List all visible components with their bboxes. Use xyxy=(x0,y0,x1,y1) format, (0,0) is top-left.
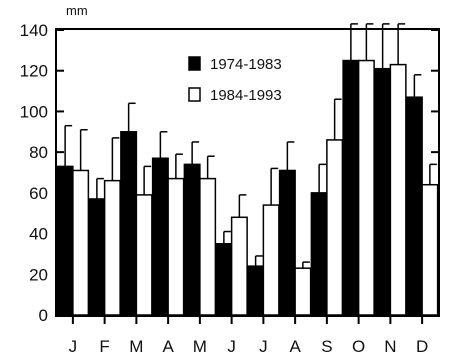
bar-series-1 xyxy=(247,265,265,316)
bar-series-1 xyxy=(151,157,169,316)
x-tick-label: D xyxy=(416,337,428,356)
y-tick-label: 60 xyxy=(29,184,48,203)
bar-series-1 xyxy=(183,163,201,316)
y-tick-label: 40 xyxy=(29,225,48,244)
y-tick-label: 0 xyxy=(39,306,48,325)
legend-label: 1984-1993 xyxy=(210,87,282,104)
bar-series-1 xyxy=(56,165,74,316)
x-tick-label: M xyxy=(129,337,143,356)
x-tick-label: A xyxy=(289,337,301,356)
x-tick-label: N xyxy=(384,337,396,356)
legend-swatch xyxy=(188,87,201,102)
y-tick-label: 100 xyxy=(20,102,48,121)
bar-series-2 xyxy=(167,177,185,316)
plot-frame xyxy=(55,28,440,317)
y-tick-label: 80 xyxy=(29,143,48,162)
bar-series-1 xyxy=(342,59,360,316)
bar-series-2 xyxy=(357,59,375,316)
bar-series-2 xyxy=(389,63,407,316)
x-tick-label: J xyxy=(69,337,78,356)
y-tick-label: 140 xyxy=(20,21,48,40)
bar-series-1 xyxy=(120,131,138,316)
bar-series-2 xyxy=(326,139,344,316)
bar-series-1 xyxy=(278,169,296,316)
bar-series-2 xyxy=(262,204,280,316)
x-tick-label: J xyxy=(259,337,268,356)
bars xyxy=(56,23,439,316)
legend-label: 1974-1983 xyxy=(210,56,282,73)
bar-series-1 xyxy=(374,67,392,316)
bar-series-1 xyxy=(310,192,328,316)
x-tick-label: S xyxy=(321,337,332,356)
legend-swatch xyxy=(188,56,201,71)
x-tick-label: A xyxy=(162,337,174,356)
x-tick-label: O xyxy=(352,337,365,356)
bar-series-1 xyxy=(215,243,233,316)
bar-series-2 xyxy=(199,177,217,316)
y-tick-label: 20 xyxy=(29,265,48,284)
y-tick-label: 120 xyxy=(20,62,48,81)
bar-series-2 xyxy=(103,179,121,316)
y-unit-label: mm xyxy=(66,3,88,18)
bar-series-1 xyxy=(88,198,106,316)
bar-series-2 xyxy=(135,194,153,316)
x-tick-label: J xyxy=(227,337,236,356)
bar-series-2 xyxy=(230,216,248,316)
bar-series-2 xyxy=(294,267,312,316)
legend: 1974-1983 1984-1993 xyxy=(188,56,282,104)
x-tick-label: M xyxy=(193,337,207,356)
bar-series-2 xyxy=(72,169,90,316)
bar-series-1 xyxy=(405,96,423,316)
bar-series-2 xyxy=(421,183,439,316)
x-tick-label: F xyxy=(99,337,109,356)
